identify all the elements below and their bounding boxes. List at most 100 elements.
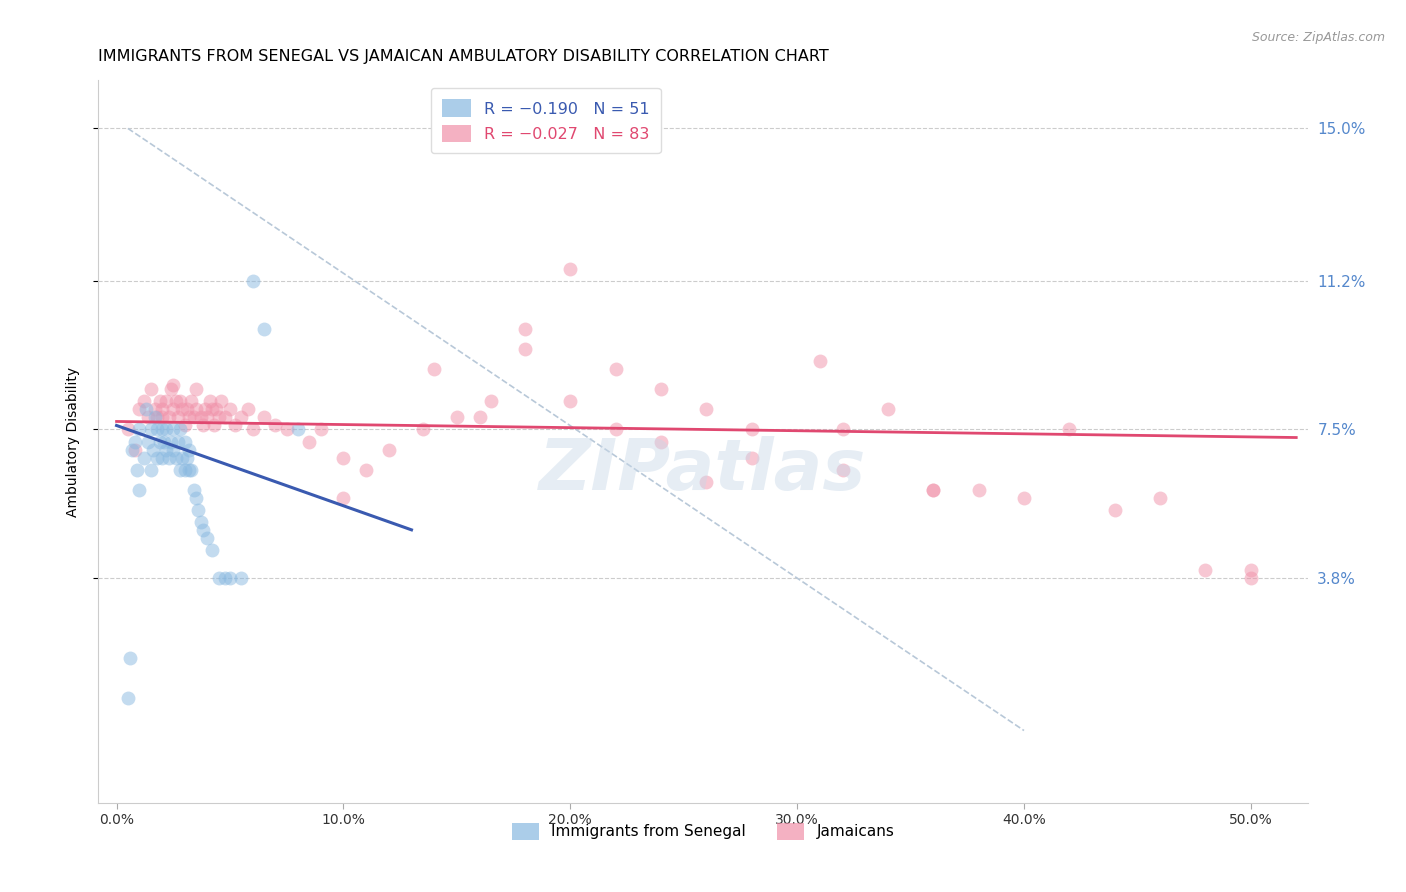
Point [172,402,194,417]
Point [276,423,298,437]
Point [201,542,224,557]
Point [287,423,309,437]
Point [149,434,172,449]
Point [354,462,377,476]
Point [124,442,146,457]
Point [808,354,831,368]
Point [160,382,183,396]
Point [695,402,717,417]
Point [128,402,150,417]
Point [139,423,162,437]
Point [165,450,187,465]
Point [157,410,180,425]
Point [695,475,717,489]
Point [1240,563,1263,577]
Point [208,571,231,585]
Point [194,402,217,417]
Point [179,442,201,457]
Point [922,483,945,497]
Point [128,423,150,437]
Point [605,423,627,437]
Point [176,402,198,417]
Point [1240,571,1263,585]
Point [605,362,627,376]
Point [309,423,332,437]
Point [560,261,582,276]
Point [173,462,195,476]
Point [195,410,218,425]
Point [650,434,672,449]
Point [423,362,446,376]
Point [741,450,763,465]
Point [120,651,142,665]
Point [183,410,205,425]
Point [169,423,191,437]
Point [264,418,287,433]
Point [162,442,184,457]
Point [332,450,354,465]
Point [132,450,155,465]
Point [412,423,434,437]
Point [180,394,202,409]
Point [139,462,162,476]
Point [513,322,536,336]
Point [157,450,180,465]
Legend: Immigrants from Senegal, Jamaicans: Immigrants from Senegal, Jamaicans [506,817,900,846]
Point [242,423,264,437]
Point [165,394,187,409]
Point [191,523,214,537]
Point [139,382,162,396]
Point [169,394,191,409]
Point [166,410,188,425]
Point [173,434,195,449]
Point [121,442,143,457]
Point [967,483,990,497]
Point [201,402,224,417]
Point [150,423,173,437]
Point [128,483,150,497]
Point [741,423,763,437]
Point [146,410,169,425]
Point [142,442,165,457]
Point [143,402,166,417]
Point [446,410,468,425]
Point [877,402,900,417]
Point [184,382,207,396]
Point [1012,491,1035,505]
Point [143,410,166,425]
Text: Source: ZipAtlas.com: Source: ZipAtlas.com [1251,31,1385,45]
Point [242,274,264,288]
Point [150,410,173,425]
Point [253,322,276,336]
Point [231,410,253,425]
Point [1059,423,1081,437]
Point [184,491,207,505]
Point [1194,563,1216,577]
Point [224,418,246,433]
Point [179,410,201,425]
Point [155,394,177,409]
Point [1149,491,1171,505]
Point [136,434,159,449]
Point [124,434,146,449]
Point [125,462,148,476]
Point [150,402,173,417]
Point [173,418,195,433]
Y-axis label: Ambulatory Disability: Ambulatory Disability [66,367,80,516]
Point [117,423,139,437]
Point [198,394,221,409]
Point [146,450,169,465]
Point [513,342,536,356]
Point [136,410,159,425]
Point [560,394,582,409]
Point [162,402,184,417]
Point [332,491,354,505]
Point [253,410,276,425]
Point [183,483,205,497]
Point [1104,502,1126,516]
Point [208,410,231,425]
Point [214,571,236,585]
Point [155,442,177,457]
Point [149,394,172,409]
Point [153,434,176,449]
